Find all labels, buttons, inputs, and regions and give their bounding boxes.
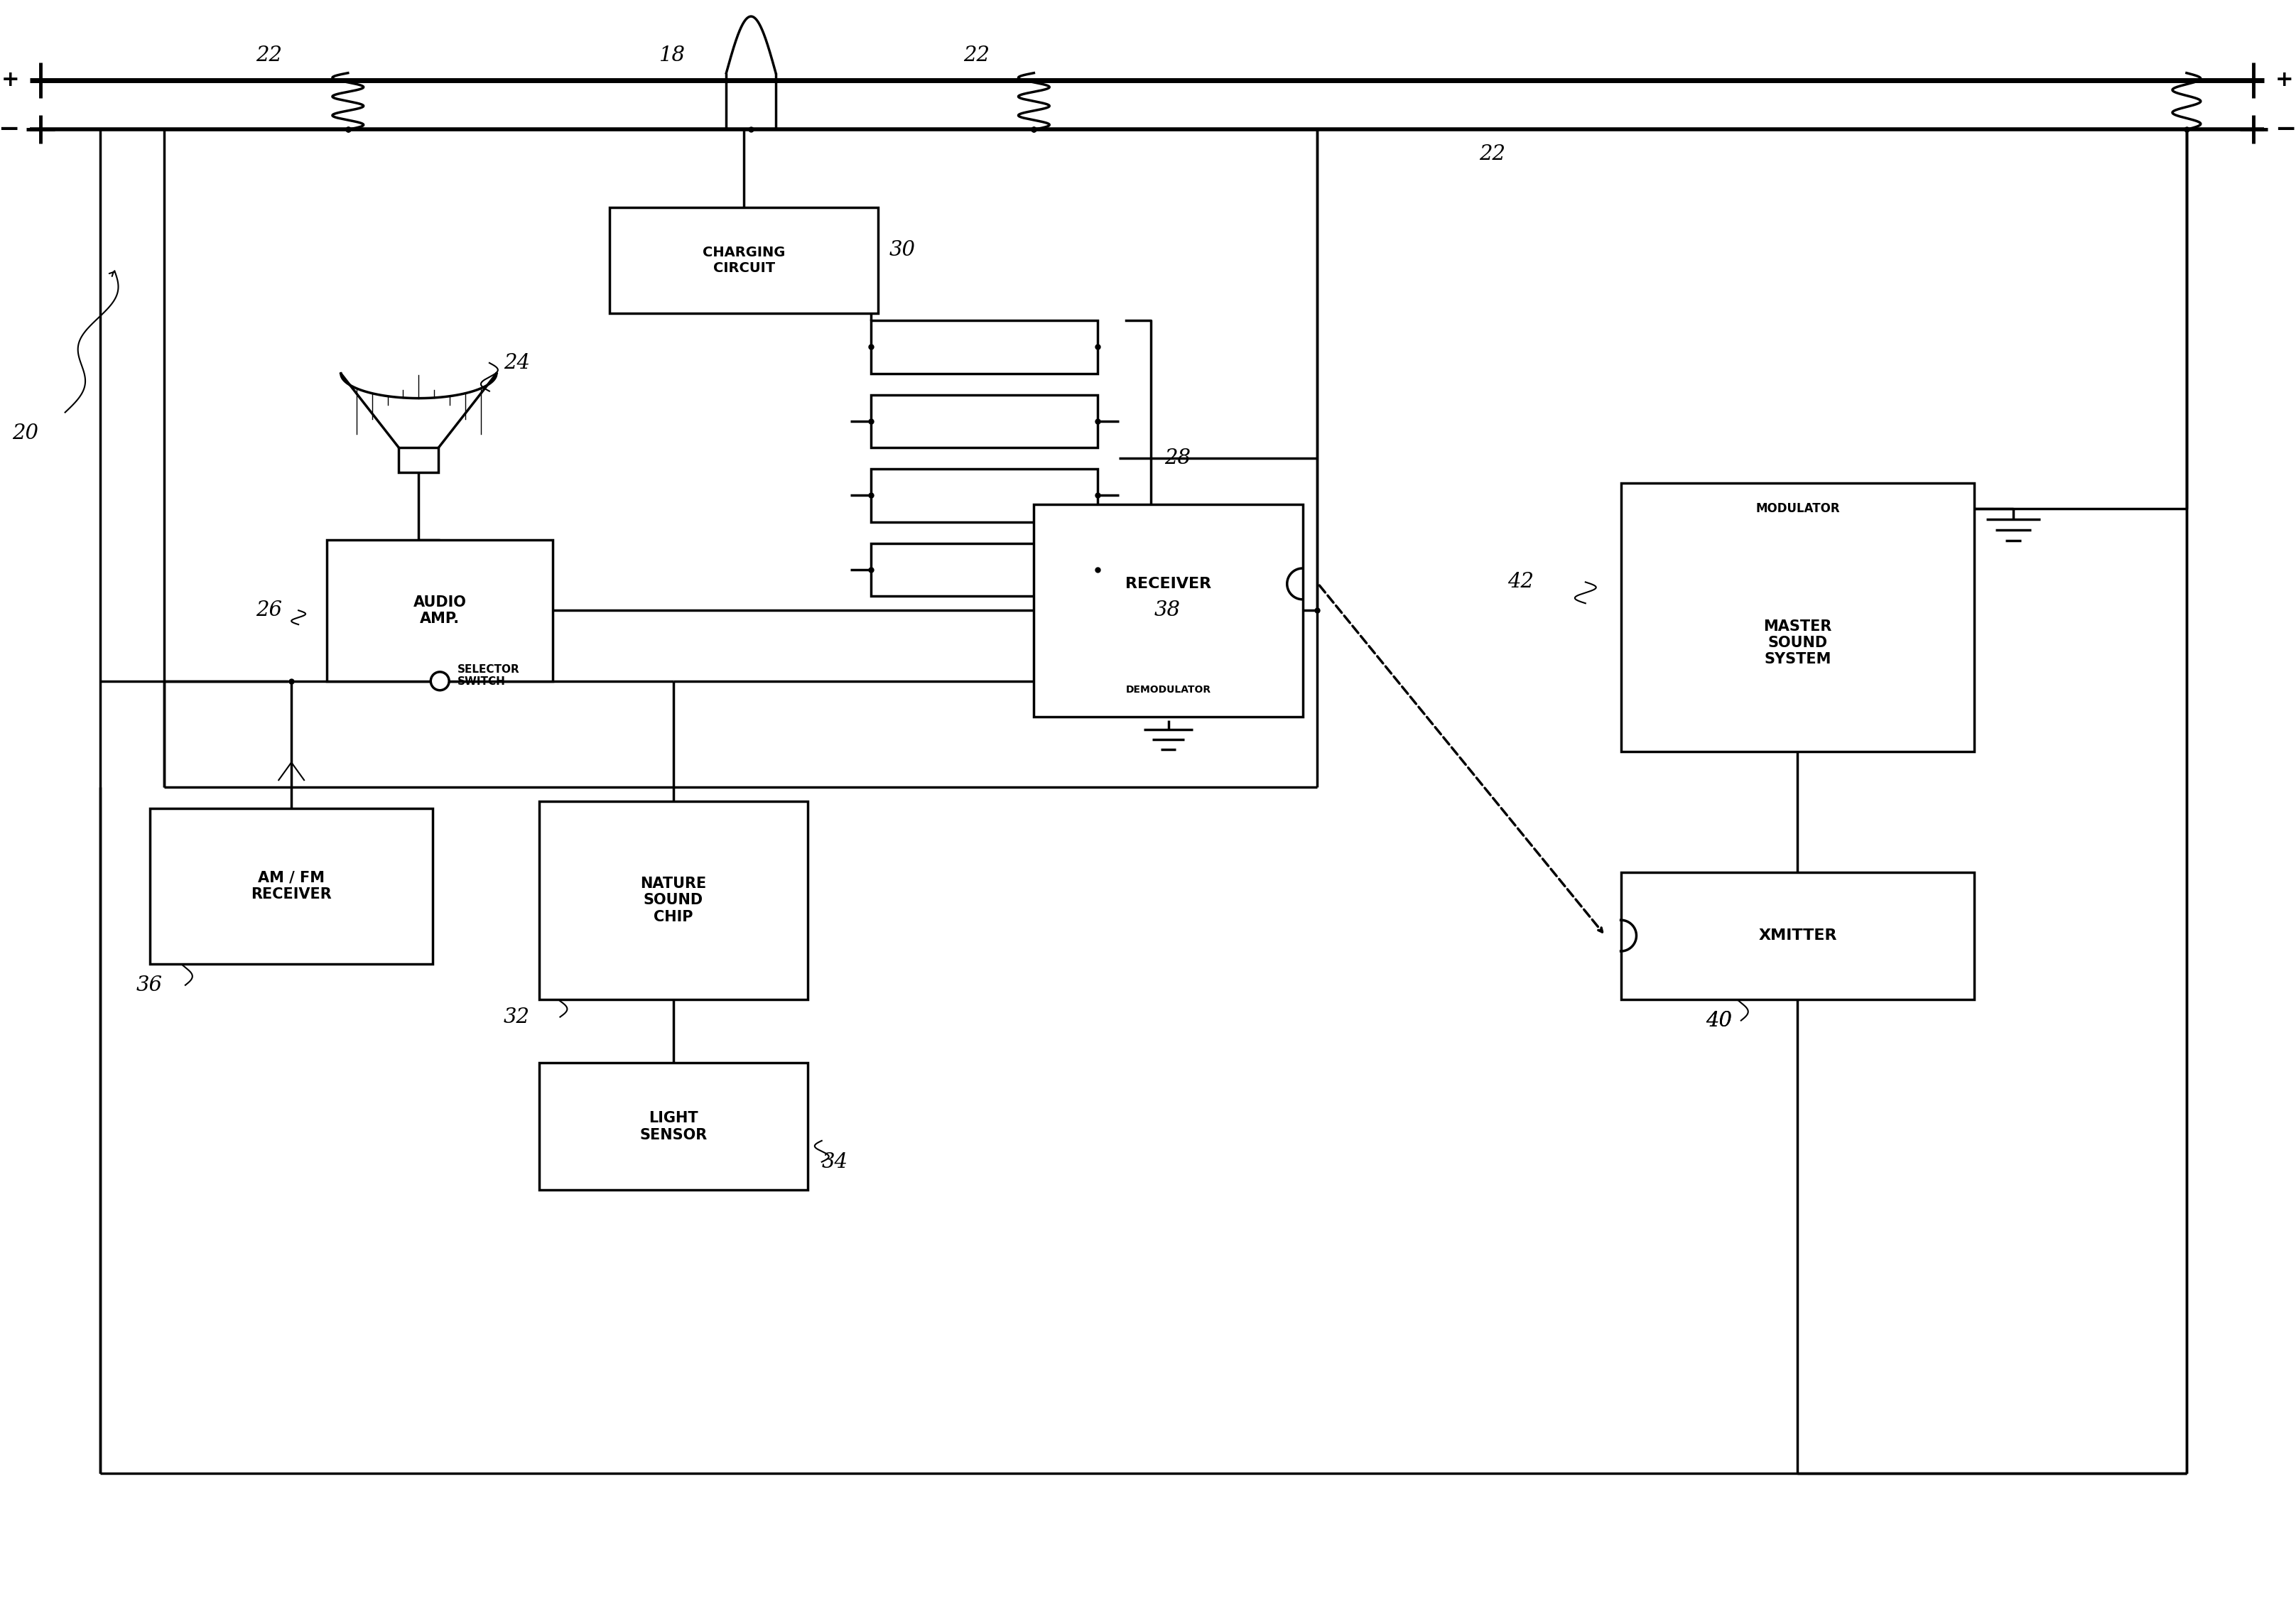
Text: 22: 22 [964, 45, 990, 66]
FancyBboxPatch shape [870, 395, 1097, 448]
Text: +: + [0, 69, 18, 90]
Text: CHARGING
CIRCUIT: CHARGING CIRCUIT [703, 245, 785, 274]
Text: DEMODULATOR: DEMODULATOR [1125, 685, 1210, 695]
FancyBboxPatch shape [1033, 504, 1302, 717]
Text: AM / FM
RECEIVER: AM / FM RECEIVER [250, 871, 333, 901]
FancyBboxPatch shape [149, 808, 434, 964]
FancyBboxPatch shape [870, 544, 1097, 597]
Text: 22: 22 [1479, 144, 1506, 164]
Text: −: − [2275, 117, 2296, 141]
FancyBboxPatch shape [1621, 483, 1975, 752]
Text: XMITTER: XMITTER [1759, 929, 1837, 943]
Text: 26: 26 [257, 600, 282, 621]
FancyBboxPatch shape [400, 448, 439, 473]
Text: 22: 22 [257, 45, 282, 66]
Text: MODULATOR: MODULATOR [1756, 502, 1839, 515]
Text: 24: 24 [503, 353, 530, 372]
Text: 42: 42 [1508, 573, 1534, 592]
Text: 18: 18 [659, 45, 687, 66]
FancyBboxPatch shape [870, 321, 1097, 374]
FancyBboxPatch shape [326, 539, 553, 682]
Text: 32: 32 [503, 1007, 530, 1027]
FancyBboxPatch shape [870, 468, 1097, 521]
FancyBboxPatch shape [1621, 873, 1975, 999]
Text: 30: 30 [889, 239, 916, 260]
Text: 38: 38 [1155, 600, 1180, 621]
FancyBboxPatch shape [540, 1063, 808, 1190]
FancyBboxPatch shape [611, 207, 879, 313]
Circle shape [432, 672, 450, 690]
Text: AUDIO
AMP.: AUDIO AMP. [413, 595, 466, 626]
Text: 28: 28 [1164, 449, 1192, 468]
Text: −: − [0, 117, 18, 141]
Text: 34: 34 [822, 1152, 847, 1173]
Text: 40: 40 [1706, 1011, 1731, 1030]
Text: 20: 20 [11, 423, 39, 444]
Text: NATURE
SOUND
CHIP: NATURE SOUND CHIP [641, 877, 707, 924]
Text: SELECTOR
SWITCH: SELECTOR SWITCH [457, 664, 519, 687]
Text: RECEIVER: RECEIVER [1125, 577, 1212, 590]
Text: MASTER
SOUND
SYSTEM: MASTER SOUND SYSTEM [1763, 619, 1832, 667]
Text: LIGHT
SENSOR: LIGHT SENSOR [638, 1112, 707, 1142]
FancyBboxPatch shape [540, 802, 808, 999]
Text: 40: 40 [1706, 1011, 1731, 1030]
Text: +: + [2275, 69, 2294, 90]
Text: 36: 36 [135, 975, 163, 994]
